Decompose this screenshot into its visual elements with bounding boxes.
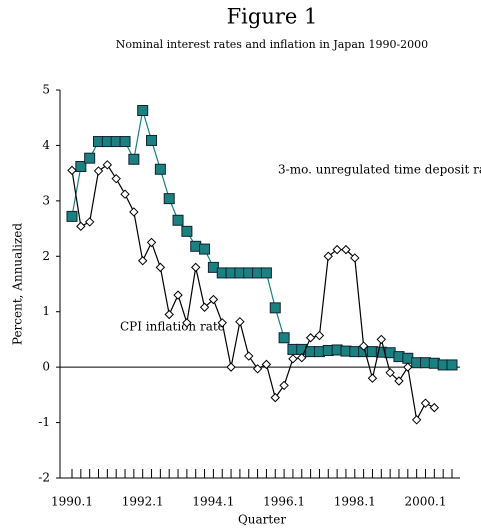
data-point [102, 160, 113, 170]
data-point [350, 253, 360, 263]
data-point [269, 302, 281, 314]
data-point [279, 380, 289, 391]
series-annotation: CPI inflation rate [120, 320, 225, 334]
data-point [420, 398, 431, 408]
y-tick-label: -2 [38, 471, 50, 485]
data-point [154, 163, 166, 175]
data-point [217, 318, 227, 328]
y-tick-label: 5 [42, 83, 50, 97]
data-point [191, 262, 201, 273]
data-point [137, 105, 149, 117]
y-tick-label: 4 [42, 138, 50, 152]
data-point [199, 302, 210, 312]
data-point [93, 166, 104, 176]
y-tick-label: 1 [42, 304, 50, 318]
data-point [67, 165, 77, 176]
y-axis-title: Percent, Annualized [11, 223, 25, 345]
data-point [129, 207, 139, 217]
data-point [297, 353, 307, 363]
data-point [446, 359, 458, 371]
data-point [226, 362, 236, 372]
data-point [84, 152, 96, 164]
x-tick-label: 2000.1 [404, 495, 446, 509]
y-tick-label: 2 [42, 249, 50, 263]
data-point [403, 362, 413, 372]
data-point [155, 262, 166, 273]
x-tick-label: 1998.1 [334, 495, 376, 509]
data-point [341, 244, 351, 255]
data-point [429, 402, 440, 413]
data-point [376, 334, 387, 345]
data-point [66, 210, 78, 222]
data-point [163, 193, 175, 205]
series-line [71, 163, 435, 422]
data-point [244, 351, 254, 361]
data-point [358, 341, 369, 351]
data-point [207, 261, 219, 273]
data-point [111, 173, 121, 184]
data-point [164, 309, 174, 320]
data-point [278, 332, 290, 344]
data-point [128, 153, 140, 165]
data-point [252, 364, 263, 374]
data-point [314, 330, 325, 341]
data-point [119, 136, 131, 148]
data-point [120, 189, 130, 199]
x-tick-label: 1990.1 [51, 495, 93, 509]
data-point [137, 256, 148, 266]
y-tick-label: 3 [42, 193, 50, 207]
data-point [182, 318, 192, 328]
data-point [260, 267, 272, 279]
data-point [332, 244, 342, 255]
data-point [323, 251, 333, 261]
data-point [288, 354, 298, 364]
data-point [199, 243, 211, 255]
data-point [261, 359, 272, 370]
data-point [208, 294, 219, 305]
data-point [305, 333, 316, 343]
data-point [84, 217, 95, 227]
data-point [235, 316, 245, 327]
data-point [367, 373, 378, 383]
y-tick-label: -1 [38, 415, 50, 429]
data-point [270, 392, 280, 403]
chart-subtitle: Nominal interest rates and inflation in … [116, 38, 428, 51]
data-point [75, 160, 87, 172]
data-point [173, 290, 183, 300]
chart-title: Figure 1 [227, 5, 318, 29]
data-point [146, 237, 157, 248]
x-tick-label: 1994.1 [192, 495, 234, 509]
data-point [172, 214, 184, 226]
data-point [146, 134, 158, 146]
x-tick-label: 1992.1 [122, 495, 164, 509]
data-point [385, 367, 395, 378]
y-tick-label: 0 [42, 360, 50, 374]
x-tick-label: 1996.1 [263, 495, 305, 509]
data-point [394, 376, 404, 386]
x-axis-title: Quarter [238, 513, 286, 527]
data-point [411, 415, 422, 425]
series-annotation: 3-mo. unregulated time deposit rate [278, 163, 481, 177]
data-point [181, 225, 193, 237]
data-point [76, 221, 86, 232]
